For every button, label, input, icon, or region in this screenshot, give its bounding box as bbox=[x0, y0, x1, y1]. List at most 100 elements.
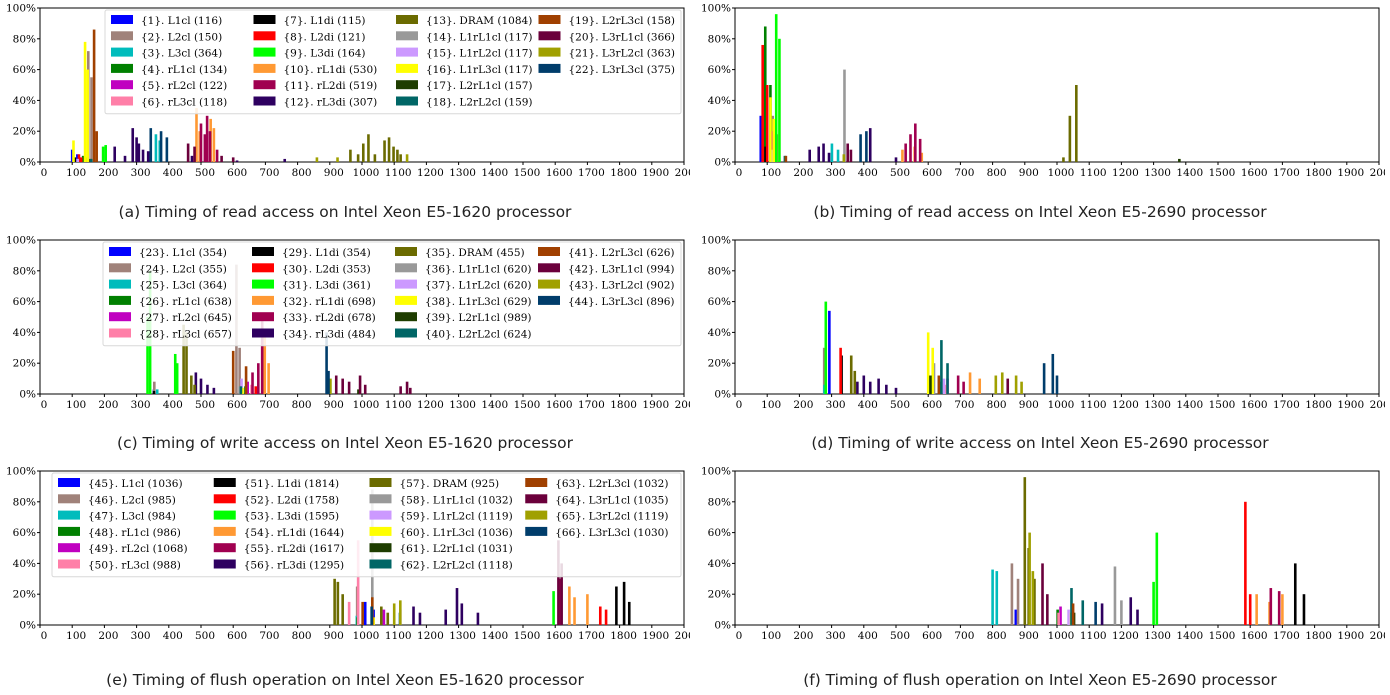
legend-label: {33}. rL2di (678) bbox=[282, 312, 376, 324]
y-tick-label: 80% bbox=[13, 496, 36, 508]
legend-label: {19}. L2rL3cl (158) bbox=[569, 15, 676, 27]
x-tick-label: 800 bbox=[292, 167, 312, 179]
bar bbox=[1006, 378, 1010, 394]
bar bbox=[76, 158, 79, 162]
bar bbox=[1059, 606, 1062, 625]
legend-label: {42}. L3rL1cl (994) bbox=[568, 263, 675, 275]
bar bbox=[862, 375, 866, 394]
legend-box bbox=[104, 9, 682, 115]
bar bbox=[824, 301, 828, 394]
bar bbox=[846, 143, 849, 162]
y-tick-label: 80% bbox=[708, 496, 731, 508]
legend-label: {43}. L3rL2cl (902) bbox=[568, 280, 675, 292]
x-tick-label: 1300 bbox=[449, 167, 476, 179]
legend-swatch bbox=[369, 510, 392, 520]
x-tick-label: 600 bbox=[227, 399, 247, 411]
legend-label: {59}. L1rL2cl (1119) bbox=[400, 511, 513, 523]
legend-label: {8}. L2di (121) bbox=[284, 31, 366, 43]
legend-swatch bbox=[213, 478, 236, 487]
bar bbox=[241, 387, 244, 394]
chart-panel-e: 0% 20% 40% 60% 80% 100% 0 100 200 300 400 500 600 700… bbox=[0, 463, 690, 658]
bar bbox=[89, 158, 93, 162]
bar bbox=[865, 131, 868, 162]
x-tick-label: 1200 bbox=[417, 630, 444, 642]
y-tick-label: 0% bbox=[19, 389, 36, 401]
bar bbox=[399, 386, 402, 394]
bar bbox=[765, 85, 769, 162]
bar bbox=[598, 606, 602, 625]
legend-label: {39}. L2rL1cl (989) bbox=[425, 312, 532, 324]
y-tick-label: 80% bbox=[708, 265, 731, 277]
x-tick-label: 1800 bbox=[610, 630, 637, 642]
bar bbox=[460, 603, 464, 625]
bar bbox=[152, 390, 156, 394]
bar bbox=[940, 340, 943, 394]
bar bbox=[1046, 594, 1049, 625]
x-tick-label: 400 bbox=[858, 630, 878, 642]
legend-swatch bbox=[58, 494, 80, 504]
legend-label: {40}. L2rL2cl (624) bbox=[425, 329, 532, 341]
x-tick-label: 1700 bbox=[578, 630, 605, 642]
bar bbox=[251, 372, 254, 394]
legend-label: {22}. L3rL3cl (375) bbox=[569, 64, 676, 76]
x-tick-label: 2000 bbox=[675, 167, 690, 179]
bar bbox=[918, 138, 922, 162]
bar bbox=[622, 581, 626, 625]
x-tick-label: 1400 bbox=[481, 167, 508, 179]
y-tick-label: 100% bbox=[701, 235, 731, 247]
bar bbox=[195, 108, 198, 162]
bar bbox=[257, 363, 260, 394]
legend-swatch bbox=[252, 247, 274, 256]
bar bbox=[962, 381, 965, 394]
bar bbox=[920, 152, 924, 162]
x-tick-label: 1700 bbox=[578, 399, 605, 411]
bar bbox=[186, 143, 190, 162]
legend-swatch bbox=[395, 295, 417, 305]
x-tick-label: 900 bbox=[1019, 167, 1039, 179]
x-tick-label: 1100 bbox=[1080, 167, 1107, 179]
x-tick-label: 100 bbox=[66, 399, 86, 411]
x-tick-label: 1500 bbox=[1209, 399, 1236, 411]
y-tick-label: 100% bbox=[6, 466, 36, 478]
bar bbox=[604, 609, 608, 625]
x-tick-label: 300 bbox=[826, 167, 846, 179]
bar bbox=[146, 317, 149, 394]
y-tick-label: 60% bbox=[708, 64, 731, 76]
bar bbox=[942, 378, 946, 394]
bar bbox=[260, 317, 264, 394]
x-tick-label: 1500 bbox=[1209, 630, 1236, 642]
x-tick-label: 1200 bbox=[1112, 167, 1139, 179]
bar bbox=[159, 131, 163, 162]
bar bbox=[208, 131, 212, 162]
bar bbox=[356, 540, 360, 625]
bar bbox=[1016, 578, 1020, 625]
x-tick-label: 200 bbox=[98, 399, 118, 411]
bar bbox=[1023, 477, 1027, 625]
legend-swatch bbox=[395, 263, 417, 273]
legend-label: {60}. L1rL3cl (1036) bbox=[400, 527, 513, 539]
chart-panel-a: 0% 20% 40% 60% 80% 100% 0 100 200 300 400 500 600 700… bbox=[0, 0, 690, 195]
bar bbox=[1041, 563, 1044, 625]
legend-label: {24}. L2cl (355) bbox=[139, 263, 227, 275]
bar bbox=[1068, 115, 1072, 162]
x-tick-label: 800 bbox=[987, 167, 1007, 179]
legend-label: {16}. L1rL3cl (117) bbox=[426, 64, 533, 76]
legend-label: {20}. L3rL1cl (366) bbox=[569, 31, 676, 43]
bar bbox=[822, 143, 825, 162]
x-tick-label: 1700 bbox=[1273, 399, 1300, 411]
chart-panel-c: 0% 20% 40% 60% 80% 100% 0 100 200 300 400 500 600 700… bbox=[0, 232, 690, 427]
bar bbox=[1042, 363, 1046, 394]
x-tick-label: 1600 bbox=[546, 167, 573, 179]
y-tick-label: 40% bbox=[708, 327, 731, 339]
legend-swatch bbox=[111, 80, 133, 90]
y-tick-label: 20% bbox=[13, 589, 36, 601]
x-tick-label: 1000 bbox=[353, 630, 380, 642]
bar bbox=[568, 586, 571, 625]
legend-box bbox=[51, 472, 682, 578]
x-tick-label: 1400 bbox=[1176, 630, 1203, 642]
bar bbox=[978, 378, 982, 394]
bar bbox=[991, 569, 994, 625]
bar bbox=[392, 603, 396, 625]
x-tick-label: 100 bbox=[761, 630, 781, 642]
x-tick-label: 300 bbox=[826, 399, 846, 411]
